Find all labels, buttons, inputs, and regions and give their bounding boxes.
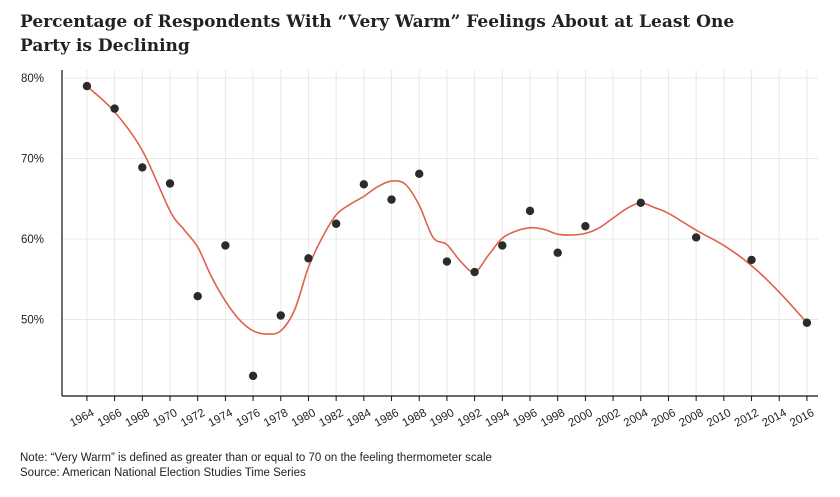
data-point — [636, 198, 645, 208]
data-point — [248, 371, 258, 381]
y-tick-labels: 50% 60% 70% 80% — [21, 73, 44, 326]
trend-line-group — [86, 85, 808, 335]
axes — [61, 70, 818, 397]
data-point — [193, 291, 202, 301]
x-tick-label: 1990 — [428, 407, 456, 430]
data-point — [525, 206, 535, 216]
x-tick-label: 2004 — [622, 407, 651, 430]
y-tick-label: 50% — [21, 315, 44, 327]
chart-note: Note: “Very Warm” is defined as greater … — [20, 452, 492, 464]
x-tick-label: 2012 — [733, 407, 761, 430]
data-point — [359, 180, 369, 189]
x-tick-label: 1998 — [539, 407, 567, 430]
x-tick-label: 1988 — [400, 407, 428, 430]
data-point — [747, 255, 756, 265]
x-ticks: 1964 1966 1968 1970 1972 1974 1976 1978 1980 1982… — [68, 396, 816, 430]
x-tick-label: 2002 — [594, 407, 622, 430]
x-tick-label: 1984 — [345, 407, 374, 430]
x-tick-label: 1992 — [456, 407, 484, 430]
x-tick-label: 1972 — [179, 407, 207, 430]
x-tick-label: 2000 — [567, 407, 595, 430]
chart-source: Source: American National Election Studi… — [20, 467, 306, 479]
x-tick-label: 1980 — [290, 407, 318, 430]
data-point — [304, 254, 313, 263]
x-tick-label: 1970 — [151, 407, 179, 430]
chart: 50%60%70%80% 1964 1966 1968 1970 1972 1974 197… — [21, 70, 818, 430]
y-tick-label: 60% — [21, 234, 44, 246]
x-tick-label: 2010 — [705, 407, 733, 430]
x-tick-label: 1978 — [262, 407, 290, 430]
y-tick-label: 80% — [21, 73, 44, 85]
data-point — [387, 195, 396, 204]
data-point — [581, 221, 590, 231]
trend-line — [86, 85, 808, 335]
data-point — [498, 241, 507, 250]
data-point — [802, 318, 812, 327]
data-point — [442, 257, 452, 266]
grid-lines — [62, 70, 818, 396]
data-point — [415, 169, 424, 179]
data-point — [110, 104, 119, 113]
x-tick-label: 1986 — [373, 407, 401, 430]
x-tick-label: 1966 — [96, 407, 124, 430]
data-point — [553, 248, 562, 257]
data-point — [470, 267, 479, 277]
x-tick-label: 1994 — [483, 407, 512, 430]
data-point — [221, 241, 230, 250]
x-tick-label: 1964 — [68, 407, 97, 430]
chart-title: Percentage of Respondents With “Very War… — [20, 12, 735, 56]
x-tick-label: 1982 — [317, 407, 345, 430]
data-point — [331, 219, 341, 228]
y-tick-label: 70% — [21, 154, 44, 166]
x-tick-label: 1974 — [207, 407, 236, 430]
data-point — [82, 81, 92, 91]
data-point — [165, 179, 175, 188]
x-tick-label: 2016 — [788, 407, 816, 430]
x-tick-label: 2006 — [650, 407, 678, 430]
x-tick-label: 2014 — [760, 407, 789, 430]
data-point — [138, 163, 147, 172]
x-tick-label: 1968 — [123, 407, 151, 430]
x-tick-label: 2008 — [677, 407, 705, 430]
x-tick-label: 1976 — [234, 407, 262, 430]
data-points — [82, 81, 812, 381]
x-tick-label: 1996 — [511, 407, 539, 430]
data-point — [691, 233, 701, 242]
data-point — [276, 311, 285, 320]
